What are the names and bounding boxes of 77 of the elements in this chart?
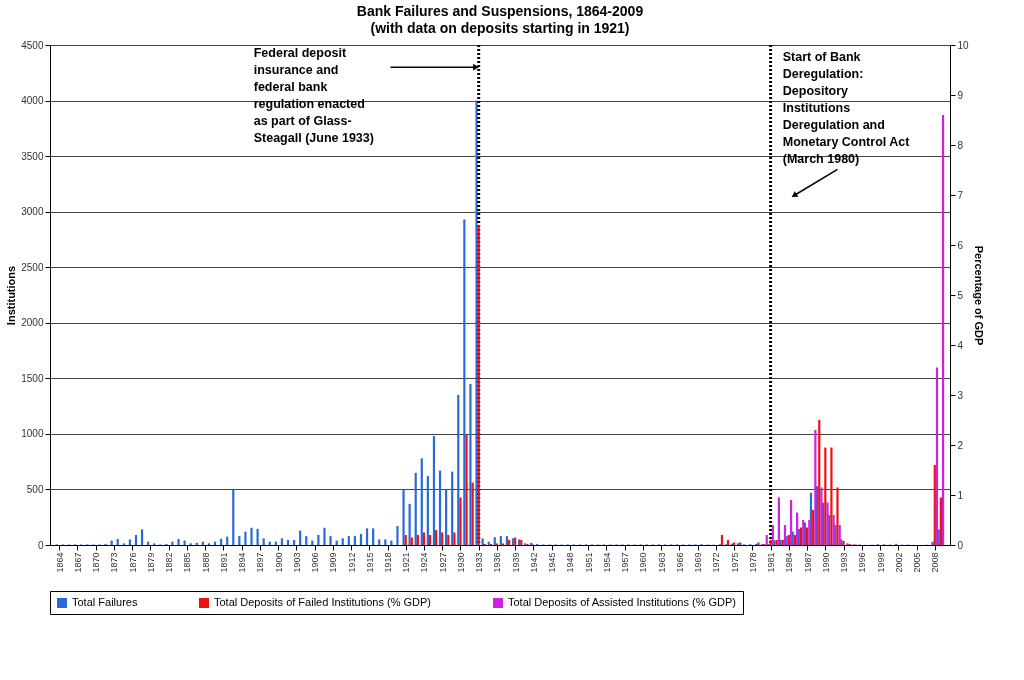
y2-tick-label: 8: [957, 139, 964, 151]
x-tick-label: 1951: [583, 552, 594, 573]
y2-tick-label: 7: [957, 189, 964, 201]
x-tick-label: 1936: [492, 552, 503, 573]
y2-tick-label: 6: [957, 239, 964, 251]
x-tick-label: 1984: [784, 552, 795, 573]
x-tick-label: 1963: [656, 552, 667, 573]
y-tick-label: 0: [37, 539, 44, 551]
x-tick-label: 1960: [638, 552, 649, 573]
y2-axis-title: Percentage of GDP: [972, 245, 985, 346]
x-tick-label: 1921: [401, 552, 412, 573]
y-axis-title: Institutions: [5, 265, 18, 326]
x-tick-label: 2008: [930, 552, 941, 573]
x-tick-label: 1942: [528, 552, 539, 573]
x-tick-label: 1897: [255, 552, 266, 573]
x-tick-label: 1864: [54, 552, 65, 573]
y-tick-label: 4500: [21, 39, 44, 51]
x-tick-label: 1996: [857, 552, 868, 573]
x-tick-label: 1957: [620, 552, 631, 573]
y-tick-label: 2500: [21, 261, 44, 273]
y-tick-label: 3000: [21, 206, 44, 218]
x-tick-label: 1912: [346, 552, 357, 573]
x-tick-label: 1894: [237, 552, 248, 573]
x-tick-label: 1900: [273, 552, 284, 573]
x-tick-label: 1924: [419, 552, 430, 573]
x-tick-label: 1903: [291, 552, 302, 573]
x-tick-label: 1918: [383, 552, 393, 573]
x-tick-label: 1933: [474, 552, 485, 573]
y-tick-label: 1000: [21, 428, 44, 440]
x-tick-label: 1987: [802, 552, 813, 573]
y2-tick-label: 4: [957, 339, 964, 351]
x-tick-label: 1909: [328, 552, 339, 573]
x-tick-label: 1939: [510, 552, 521, 573]
y2-tick-label: 5: [957, 289, 964, 301]
x-tick-label: 1882: [164, 552, 175, 573]
x-tick-label: 1906: [310, 552, 321, 573]
x-tick-label: 1975: [729, 552, 740, 573]
x-tick-label: 1993: [839, 552, 850, 573]
x-tick-label: 1915: [364, 552, 375, 573]
x-tick-label: 1978: [747, 552, 758, 573]
y2-tick-label: 2: [957, 439, 964, 451]
x-tick-label: 1873: [109, 552, 120, 573]
legend-label: Total Deposits of Assisted Institutions (% GDP): [508, 596, 737, 608]
y2-tick-label: 3: [957, 389, 964, 401]
x-tick-label: 1927: [437, 552, 448, 573]
x-tick-label: 1948: [565, 552, 576, 573]
x-tick-label: 1867: [72, 552, 83, 573]
legend-label: Total Deposits of Failed Institutions (% GDP): [214, 596, 432, 608]
x-tick-label: 1990: [820, 552, 831, 573]
x-tick-label: 1945: [547, 552, 558, 573]
x-tick-label: 1981: [766, 552, 777, 573]
y-tick-label: 3500: [21, 150, 44, 162]
x-tick-label: 1999: [875, 552, 886, 573]
y2-tick-label: 9: [957, 89, 964, 101]
x-tick-label: 2002: [893, 552, 904, 573]
x-tick-label: 1969: [693, 552, 704, 573]
x-tick-label: 1966: [674, 552, 685, 573]
chart-title: Bank Failures and Suspensions, 1864-2009: [356, 3, 644, 19]
x-tick-label: 1930: [455, 552, 466, 573]
x-tick-label: 1879: [145, 552, 156, 573]
y-tick-label: 2000: [21, 317, 44, 329]
legend-label: Total Failures: [72, 596, 138, 608]
x-tick-label: 1891: [218, 552, 229, 573]
y2-tick-label: 10: [957, 39, 970, 51]
y2-tick-label: 0: [957, 539, 964, 551]
x-tick-label: 1870: [91, 552, 102, 573]
x-tick-label: 1876: [127, 552, 138, 573]
y2-tick-label: 1: [957, 489, 964, 501]
x-tick-label: 2005: [912, 552, 923, 573]
x-tick-label: 1954: [601, 552, 612, 573]
x-tick-label: 1885: [182, 552, 193, 573]
y-tick-label: 1500: [21, 372, 44, 384]
chart-subtitle: (with data on deposits starting in 1921): [370, 20, 630, 36]
x-tick-label: 1888: [200, 552, 211, 573]
y-tick-label: 4000: [21, 95, 44, 107]
x-tick-label: 1972: [711, 552, 722, 573]
y-tick-label: 500: [26, 483, 44, 495]
